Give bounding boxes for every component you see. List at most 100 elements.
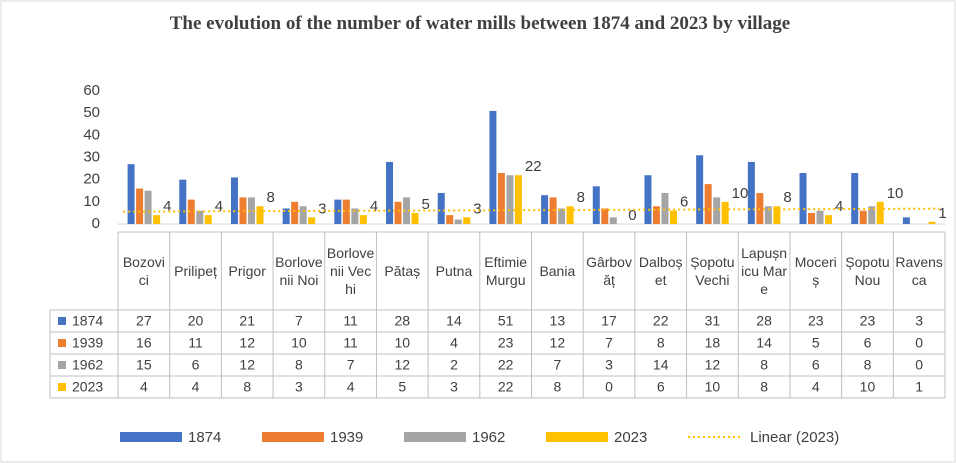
y-tick-label: 10 <box>83 193 100 210</box>
table-cell: 28 <box>756 313 772 329</box>
table-row-label: 2023 <box>72 379 103 395</box>
trendline <box>123 207 940 213</box>
table-cell: 12 <box>239 357 255 373</box>
table-cell: 28 <box>394 313 410 329</box>
data-label: 4 <box>215 198 223 215</box>
table-cell: 22 <box>653 313 669 329</box>
bar <box>558 208 566 224</box>
bar <box>876 201 884 224</box>
y-tick-label: 30 <box>83 148 100 165</box>
data-label: 4 <box>370 198 378 215</box>
table-cell: 12 <box>239 335 255 351</box>
legend-label: 1874 <box>188 429 221 446</box>
table-cell: 5 <box>398 379 406 395</box>
bar <box>187 199 195 224</box>
category-label: Dalboșet <box>638 254 683 288</box>
bar <box>661 192 669 224</box>
category-label: Ravensca <box>895 254 943 288</box>
bar <box>127 164 135 224</box>
table-cell: 4 <box>347 379 355 395</box>
table-cell: 11 <box>188 335 203 351</box>
table-cell: 22 <box>498 357 514 373</box>
legend-label: 1939 <box>330 429 363 446</box>
table-cell: 12 <box>550 335 566 351</box>
bar <box>859 210 867 224</box>
table-cell: 6 <box>812 357 820 373</box>
table-cell: 0 <box>605 379 613 395</box>
bar <box>230 177 238 224</box>
bar <box>411 212 419 224</box>
table-cell: 7 <box>605 335 613 351</box>
bar <box>463 217 471 224</box>
table-cell: 0 <box>915 357 923 373</box>
table-cell: 18 <box>705 335 721 351</box>
table-cell: 12 <box>394 357 410 373</box>
table-cell: 11 <box>343 335 358 351</box>
legend-swatch <box>262 432 324 442</box>
bar <box>816 210 824 224</box>
table-key <box>58 317 66 325</box>
table-cell: 10 <box>291 335 307 351</box>
category-label: Prilipeț <box>174 263 217 279</box>
y-tick-label: 40 <box>83 126 100 143</box>
table-cell: 6 <box>657 379 665 395</box>
table-cell: 2 <box>450 357 458 373</box>
bar <box>696 155 704 224</box>
table-cell: 31 <box>705 313 721 329</box>
y-tick-label: 50 <box>83 104 100 121</box>
table-cell: 8 <box>553 379 561 395</box>
bar <box>282 208 290 224</box>
bar <box>868 206 876 224</box>
table-cell: 4 <box>140 379 148 395</box>
table-cell: 16 <box>136 335 152 351</box>
table-cell: 11 <box>343 313 358 329</box>
bar <box>497 173 505 224</box>
bar <box>386 161 394 224</box>
bar <box>179 179 187 224</box>
bar <box>928 221 936 224</box>
bar <box>902 217 910 224</box>
table-cell: 51 <box>498 313 514 329</box>
table-cell: 3 <box>605 357 613 373</box>
data-label: 0 <box>628 207 636 224</box>
legend-label: 2023 <box>614 429 647 446</box>
legend-label: 1962 <box>472 429 505 446</box>
bar <box>454 219 462 224</box>
table-cell: 7 <box>295 313 303 329</box>
bar <box>489 110 497 224</box>
category-label: Borlovenii Noi <box>275 254 323 288</box>
table-cell: 4 <box>192 379 200 395</box>
table-key <box>58 339 66 347</box>
category-label: Borlovenii Vechi <box>326 245 375 297</box>
bar <box>549 197 557 224</box>
data-label: 5 <box>422 196 430 213</box>
table-cell: 14 <box>756 335 772 351</box>
bar <box>342 199 350 224</box>
table-row-label: 1939 <box>72 335 103 351</box>
table-cell: 3 <box>450 379 458 395</box>
bar <box>808 212 816 224</box>
table-cell: 3 <box>915 313 923 329</box>
bar <box>446 215 454 224</box>
table-cell: 10 <box>705 379 721 395</box>
data-label: 6 <box>680 194 688 211</box>
bar <box>773 206 781 224</box>
table-row-label: 1874 <box>72 313 103 329</box>
category-label: Lapușnicu Mare <box>741 245 788 297</box>
category-label: Putna <box>435 263 473 279</box>
bar <box>239 197 247 224</box>
bar <box>652 206 660 224</box>
table-cell: 7 <box>553 357 561 373</box>
table-cell: 14 <box>653 357 669 373</box>
bar <box>403 197 411 224</box>
table-cell: 0 <box>915 335 923 351</box>
bar <box>764 206 772 224</box>
table-cell: 4 <box>450 335 458 351</box>
table-cell: 15 <box>136 357 152 373</box>
bar <box>153 215 161 224</box>
title-box: The evolution of the number of water mil… <box>170 13 791 34</box>
bar <box>609 217 617 224</box>
table-cell: 8 <box>243 379 251 395</box>
bar <box>204 215 212 224</box>
